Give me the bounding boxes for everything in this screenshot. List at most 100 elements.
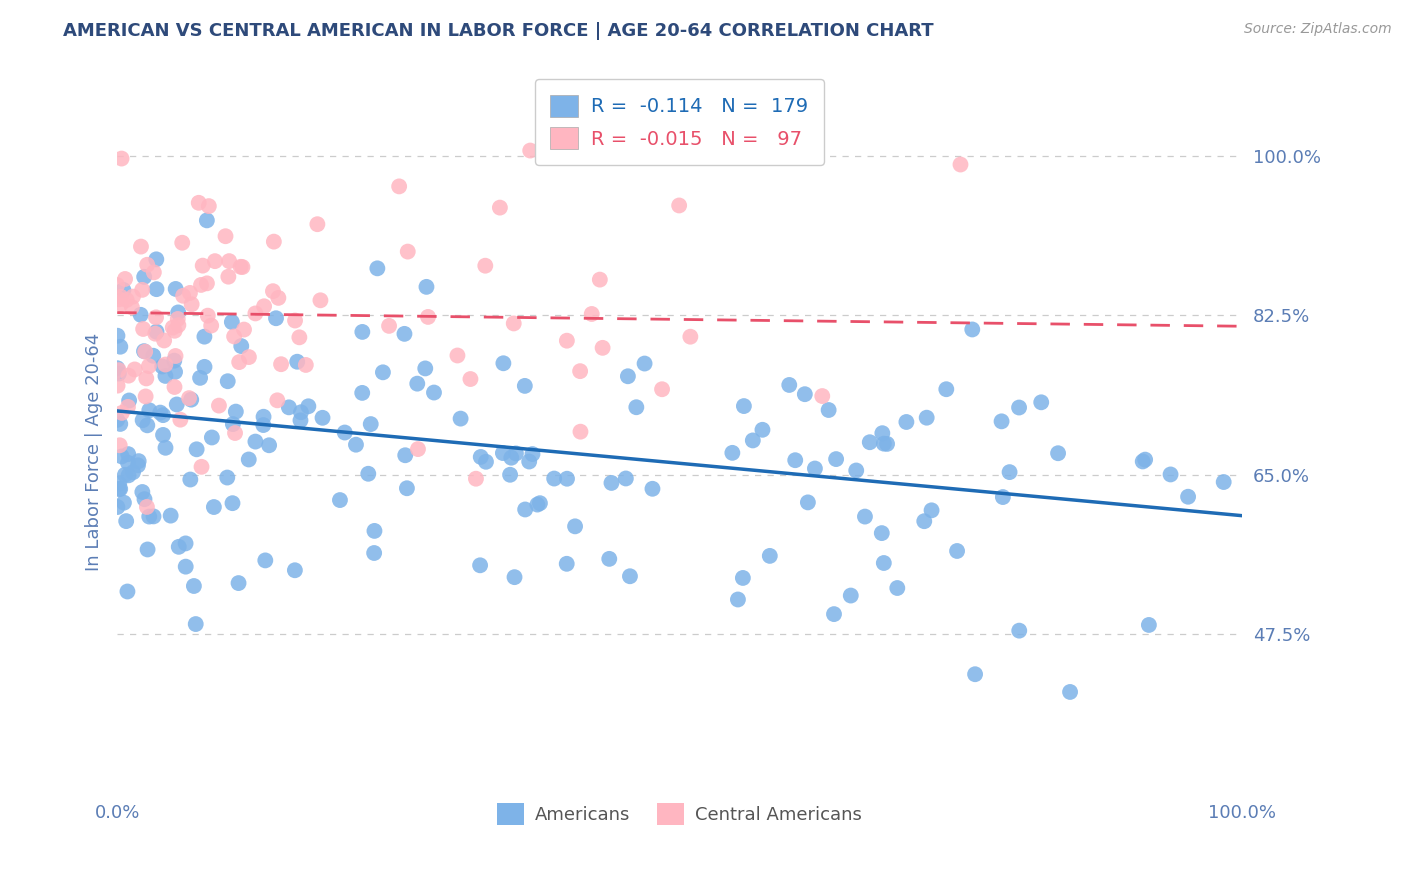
Central Americans — [108, 438, 131, 452]
Americans — [174, 559, 197, 574]
Americans — [193, 329, 215, 343]
Central Americans — [124, 362, 146, 376]
Central Americans — [122, 290, 145, 304]
Central Americans — [388, 179, 411, 194]
Americans — [131, 485, 153, 500]
Americans — [468, 558, 491, 573]
Central Americans — [446, 349, 468, 363]
Americans — [641, 482, 664, 496]
Central Americans — [190, 277, 212, 292]
Americans — [797, 495, 820, 509]
Central Americans — [651, 382, 673, 396]
Central Americans — [117, 400, 139, 414]
Central Americans — [187, 195, 209, 210]
Central Americans — [191, 259, 214, 273]
Americans — [105, 413, 128, 427]
Americans — [1132, 454, 1154, 468]
Americans — [450, 411, 472, 425]
Central Americans — [460, 372, 482, 386]
Americans — [990, 414, 1012, 428]
Central Americans — [208, 399, 231, 413]
Central Americans — [231, 260, 253, 274]
Americans — [991, 490, 1014, 504]
Americans — [136, 542, 159, 557]
Central Americans — [190, 459, 212, 474]
Americans — [217, 374, 239, 388]
Americans — [254, 553, 277, 567]
Central Americans — [238, 350, 260, 364]
Central Americans — [165, 349, 187, 363]
Central Americans — [195, 277, 218, 291]
Americans — [245, 434, 267, 449]
Americans — [352, 325, 374, 339]
Central Americans — [295, 358, 318, 372]
Americans — [290, 413, 312, 427]
Central Americans — [245, 306, 267, 320]
Central Americans — [416, 310, 439, 324]
Americans — [297, 399, 319, 413]
Americans — [529, 496, 551, 510]
Americans — [600, 475, 623, 490]
Americans — [406, 376, 429, 391]
Americans — [159, 508, 181, 523]
Central Americans — [172, 235, 194, 250]
Central Americans — [555, 334, 578, 348]
Central Americans — [270, 357, 292, 371]
Central Americans — [465, 472, 488, 486]
Central Americans — [110, 290, 132, 304]
Americans — [555, 472, 578, 486]
Central Americans — [589, 272, 612, 286]
Central Americans — [288, 330, 311, 344]
Central Americans — [132, 322, 155, 336]
Legend: Americans, Central Americans: Americans, Central Americans — [489, 796, 869, 832]
Central Americans — [180, 297, 202, 311]
Americans — [785, 453, 807, 467]
Central Americans — [105, 278, 128, 293]
Americans — [475, 455, 498, 469]
Central Americans — [569, 364, 592, 378]
Americans — [778, 378, 800, 392]
Americans — [117, 447, 139, 461]
Americans — [150, 359, 173, 374]
Central Americans — [569, 425, 592, 439]
Americans — [110, 417, 132, 431]
Central Americans — [233, 322, 256, 336]
Americans — [112, 496, 135, 510]
Americans — [505, 446, 527, 460]
Americans — [731, 571, 754, 585]
Central Americans — [406, 442, 429, 456]
Central Americans — [679, 329, 702, 343]
Americans — [112, 283, 135, 297]
Central Americans — [114, 272, 136, 286]
Americans — [111, 450, 134, 464]
Americans — [935, 382, 957, 396]
Americans — [311, 410, 333, 425]
Americans — [870, 526, 893, 541]
Americans — [626, 401, 648, 415]
Americans — [853, 509, 876, 524]
Americans — [394, 326, 416, 341]
Central Americans — [121, 300, 143, 314]
Central Americans — [197, 309, 219, 323]
Text: AMERICAN VS CENTRAL AMERICAN IN LABOR FORCE | AGE 20-64 CORRELATION CHART: AMERICAN VS CENTRAL AMERICAN IN LABOR FO… — [63, 22, 934, 40]
Americans — [741, 434, 763, 448]
Central Americans — [110, 152, 132, 166]
Central Americans — [155, 358, 177, 372]
Americans — [912, 514, 935, 528]
Americans — [921, 503, 943, 517]
Americans — [357, 467, 380, 481]
Americans — [188, 371, 211, 385]
Central Americans — [167, 318, 190, 333]
Central Americans — [179, 285, 201, 300]
Americans — [515, 502, 537, 516]
Americans — [186, 442, 208, 457]
Central Americans — [309, 293, 332, 308]
Americans — [859, 435, 882, 450]
Americans — [896, 415, 918, 429]
Americans — [221, 315, 243, 329]
Americans — [1008, 401, 1031, 415]
Central Americans — [581, 307, 603, 321]
Americans — [228, 576, 250, 591]
Central Americans — [307, 217, 329, 231]
Central Americans — [110, 297, 132, 311]
